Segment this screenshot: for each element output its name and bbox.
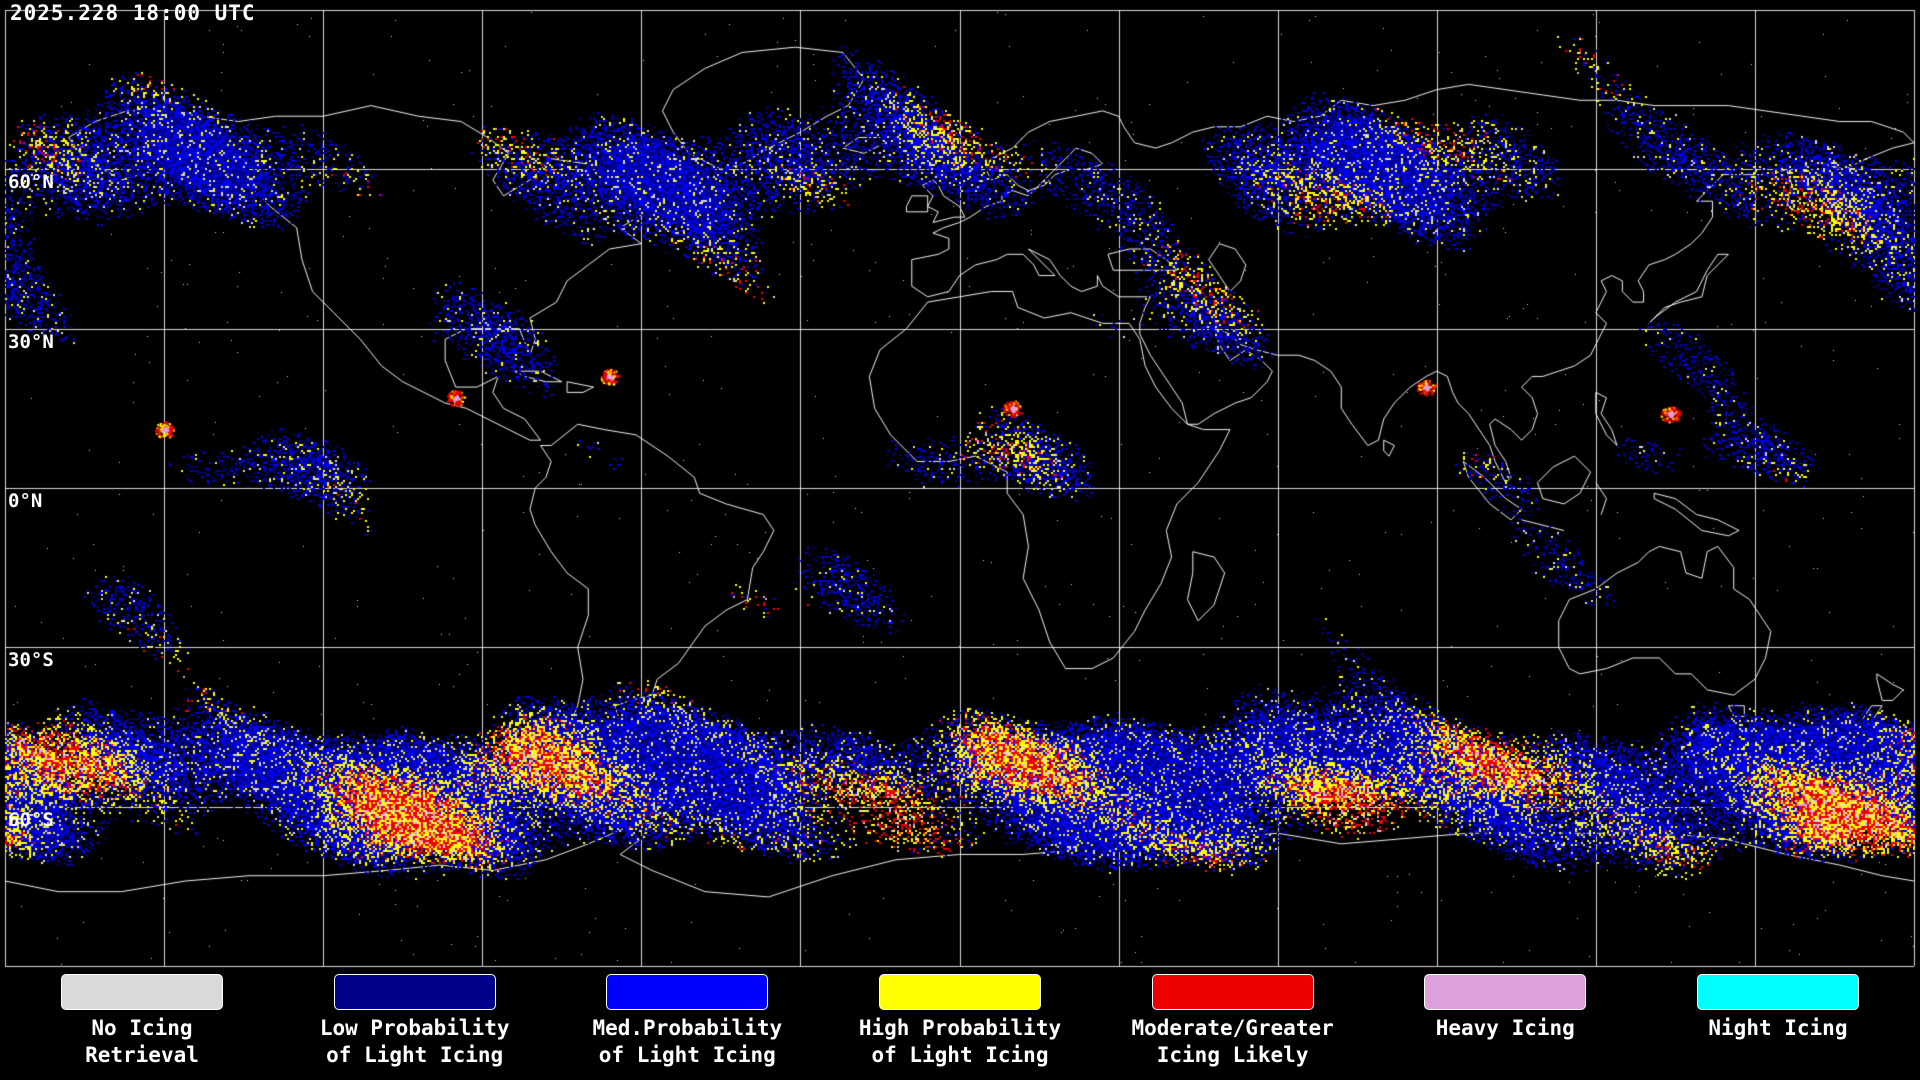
legend-swatch-night-icing — [1696, 974, 1859, 1010]
legend-item-med-prob-light: Med.Probability of Light Icing — [565, 974, 809, 1069]
legend-item-night-icing: Night Icing — [1656, 974, 1900, 1069]
latitude-label-30n: 30°N — [8, 330, 54, 353]
legend-label-low-prob-light: Low Probability of Light Icing — [319, 1016, 510, 1067]
latitude-label-60s: 60°S — [8, 808, 54, 831]
world-map-canvas — [0, 0, 1920, 972]
legend-label-med-prob-light: Med.Probability of Light Icing — [592, 1016, 783, 1067]
legend-swatch-low-prob-light — [333, 974, 496, 1010]
legend-swatch-heavy-icing — [1424, 974, 1587, 1010]
legend-label-high-prob-light: High Probability of Light Icing — [858, 1016, 1062, 1067]
legend-label-night-icing: Night Icing — [1708, 1016, 1848, 1040]
legend-item-no-icing-retrieval: No Icing Retrieval — [20, 974, 264, 1069]
legend-item-moderate-greater: Moderate/Greater Icing Likely — [1111, 974, 1355, 1069]
legend-item-low-prob-light: Low Probability of Light Icing — [293, 974, 537, 1069]
legend-swatch-high-prob-light — [878, 974, 1041, 1010]
latitude-label-30s: 30°S — [8, 649, 54, 672]
legend-swatch-moderate-greater — [1151, 974, 1314, 1010]
legend-label-heavy-icing: Heavy Icing — [1435, 1016, 1575, 1040]
legend: No Icing Retrieval Low Probability of Lig… — [0, 974, 1920, 1069]
legend-item-high-prob-light: High Probability of Light Icing — [838, 974, 1082, 1069]
legend-label-moderate-greater: Moderate/Greater Icing Likely — [1131, 1016, 1334, 1067]
timestamp: 2025.228 18:00 UTC — [10, 1, 256, 25]
latitude-label-0n: 0°N — [8, 490, 43, 512]
latitude-label-60n: 60°N — [8, 171, 54, 194]
legend-label-no-icing-retrieval: No Icing Retrieval — [85, 1016, 199, 1067]
legend-item-heavy-icing: Heavy Icing — [1383, 974, 1627, 1069]
legend-swatch-med-prob-light — [606, 974, 769, 1010]
legend-swatch-no-icing-retrieval — [61, 974, 223, 1010]
